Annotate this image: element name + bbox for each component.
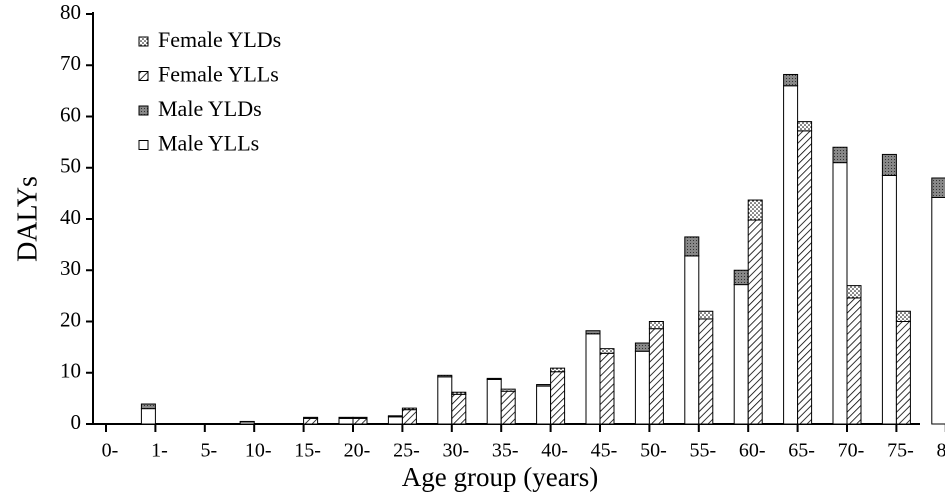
bar-segment <box>451 391 467 395</box>
y-tick-label: 50 <box>60 154 81 178</box>
bar-segment <box>338 416 354 419</box>
bar-segment <box>303 417 319 425</box>
x-tick-label: 10- <box>245 440 272 462</box>
bar-segment <box>599 352 615 425</box>
bar-segment <box>747 219 763 425</box>
bar-segment <box>895 310 911 322</box>
bar-segment <box>733 284 749 425</box>
bar-segment <box>797 130 813 425</box>
bar-segment <box>783 73 799 87</box>
bar-segment <box>352 416 368 419</box>
bar-segment <box>140 408 156 425</box>
bar-segment <box>783 85 799 425</box>
bar-segment <box>797 121 813 132</box>
y-tick-label: 80 <box>60 0 81 24</box>
x-tick-label: 55- <box>689 440 716 462</box>
bar-segment <box>832 162 848 425</box>
bar-segment <box>401 409 417 425</box>
bar-segment <box>303 416 319 419</box>
bar-segment <box>550 367 566 373</box>
y-tick-label: 20 <box>60 307 81 331</box>
legend-swatch <box>138 140 149 150</box>
legend-label: Female YLLs <box>158 62 279 87</box>
legend-label: Male YLLs <box>158 131 259 156</box>
bar-segment <box>634 350 650 425</box>
bar-segment <box>931 177 945 198</box>
bar-segment <box>239 420 255 423</box>
bar-segment <box>832 146 848 164</box>
x-tick-label: 1- <box>151 440 168 462</box>
legend-label: Male YLDs <box>158 96 262 121</box>
y-tick-label: 0 <box>71 410 82 434</box>
bar-segment <box>352 417 368 425</box>
bar-segment <box>437 376 453 425</box>
x-tick-label: 50- <box>640 440 667 462</box>
bar-segment <box>648 321 664 330</box>
x-tick-label: 25- <box>393 440 420 462</box>
bar-segment <box>684 255 700 425</box>
bar-segment <box>550 371 566 425</box>
bar-segment <box>486 378 502 425</box>
bar-segment <box>387 416 403 425</box>
bar-segment <box>895 321 911 425</box>
bar-segment <box>931 196 945 425</box>
x-tick-label: 20- <box>344 440 371 462</box>
y-tick-label: 30 <box>60 256 81 280</box>
y-tick-label: 40 <box>60 205 81 229</box>
bar-segment <box>387 415 403 418</box>
bar-segment <box>140 403 156 410</box>
y-tick-label: 60 <box>60 102 81 126</box>
bar-segment <box>684 236 700 257</box>
x-tick-label: 80- <box>936 440 945 462</box>
bar-segment <box>747 199 763 221</box>
bar-segment <box>733 269 749 286</box>
bar-segment <box>846 285 862 299</box>
bar-segment <box>648 328 664 425</box>
legend-swatch <box>138 105 149 116</box>
x-tick-label: 75- <box>887 440 914 462</box>
x-tick-label: 70- <box>838 440 865 462</box>
x-tick-label: 45- <box>591 440 618 462</box>
bar-segment <box>486 377 502 380</box>
bar-segment <box>451 393 467 425</box>
bar-segment <box>585 333 601 425</box>
bar-segment <box>500 388 516 392</box>
x-tick-label: 15- <box>294 440 321 462</box>
x-axis-label: Age group (years) <box>402 462 598 492</box>
x-tick-label: 65- <box>788 440 815 462</box>
bar-segment <box>698 318 714 425</box>
x-tick-label: 40- <box>541 440 568 462</box>
x-tick-label: 30- <box>442 440 469 462</box>
bar-segment <box>881 153 897 176</box>
x-tick-label: 60- <box>739 440 766 462</box>
bar-segment <box>437 374 453 378</box>
bar-segment <box>536 385 552 425</box>
bar-segment <box>338 417 354 425</box>
legend-swatch <box>138 36 149 47</box>
y-tick-label: 70 <box>60 51 81 75</box>
legend-swatch <box>138 71 149 81</box>
y-axis-label: DALYs <box>12 176 43 262</box>
bar-segment <box>881 174 897 425</box>
bar-segment <box>500 390 516 425</box>
bar-segment <box>401 407 417 411</box>
x-tick-label: 0- <box>102 440 119 462</box>
bar-segment <box>599 348 615 354</box>
bar-segment <box>536 384 552 387</box>
bar-segment <box>585 330 601 335</box>
bar-segment <box>846 297 862 425</box>
legend-label: Female YLDs <box>158 27 281 52</box>
y-tick-label: 10 <box>60 359 81 383</box>
bar-segment <box>634 342 650 352</box>
x-tick-label: 5- <box>200 440 217 462</box>
x-tick-label: 35- <box>492 440 519 462</box>
bar-segment <box>698 310 714 320</box>
